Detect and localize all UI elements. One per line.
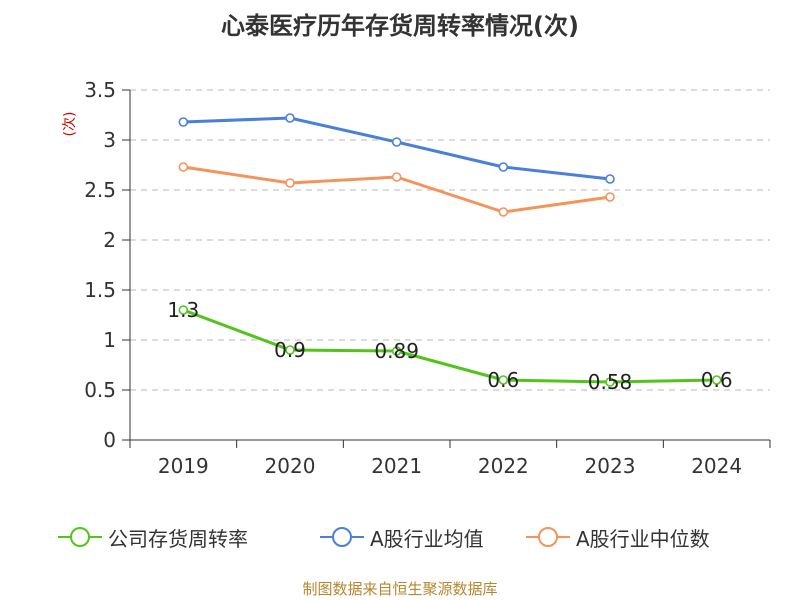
data-point [285, 345, 295, 355]
data-point [285, 178, 295, 188]
data-point [711, 375, 722, 385]
series-line [181, 308, 719, 384]
y-tick-label: 0 [103, 428, 116, 452]
data-point [391, 172, 402, 182]
data-labels: 1.3 0.9 0.89 0.6 0.58 0.6 [167, 298, 732, 394]
x-tick-label: 2021 [371, 454, 422, 478]
y-tick-label: 1.5 [84, 278, 116, 302]
series-line [181, 116, 612, 181]
y-axis-label: (次) [62, 112, 78, 137]
data-point [391, 346, 402, 356]
legend-item[interactable]: A股行业均值 [320, 522, 484, 552]
series-lines [178, 113, 722, 387]
data-point [605, 192, 615, 202]
chart-title: 心泰医疗历年存货周转率情况(次) [221, 12, 579, 40]
x-tick-label: 2023 [585, 454, 636, 478]
x-tick-label: 2020 [265, 454, 316, 478]
y-tick-label: 2 [103, 228, 116, 252]
data-point [498, 375, 509, 385]
legend-item[interactable]: A股行业中位数 [526, 522, 710, 552]
data-label: 0.6 [487, 368, 519, 392]
y-tick-label: 3 [103, 128, 116, 152]
x-tick-label: 2022 [478, 454, 529, 478]
legend-marker-icon [526, 527, 570, 547]
data-point [605, 377, 615, 387]
data-point [178, 162, 189, 172]
data-point [498, 162, 509, 172]
data-point [178, 305, 189, 315]
y-tick-label: 1 [103, 328, 116, 352]
data-point [391, 137, 402, 147]
x-tick-label: 2019 [158, 454, 209, 478]
data-point [178, 117, 189, 127]
data-label: 0.58 [588, 370, 633, 394]
data-point [285, 113, 295, 123]
data-point [498, 207, 509, 217]
data-label: 0.9 [274, 338, 306, 362]
source-note: 制图数据来自恒生聚源数据库 [302, 580, 498, 598]
y-tick-label: 2.5 [84, 178, 116, 202]
legend-marker-icon [58, 527, 102, 547]
data-point [605, 174, 615, 184]
legend-label: A股行业均值 [370, 526, 484, 551]
x-tick-label: 2024 [691, 454, 742, 478]
y-tick-label: 0.5 [84, 378, 116, 402]
legend-label: A股行业中位数 [576, 526, 710, 551]
data-label: 0.6 [701, 368, 733, 392]
axes: 0 0.5 1 1.5 2 2.5 3 3.5 2019 2020 2021 2022 2023 2024 [84, 78, 771, 478]
gridlines [130, 89, 770, 391]
y-tick-label: 3.5 [84, 78, 116, 102]
legend-label: 公司存货周转率 [108, 526, 248, 551]
data-label: 0.89 [374, 339, 419, 363]
data-label: 1.3 [167, 298, 199, 322]
legend-item[interactable]: 公司存货周转率 [58, 522, 248, 552]
legend-marker-icon [320, 527, 364, 547]
